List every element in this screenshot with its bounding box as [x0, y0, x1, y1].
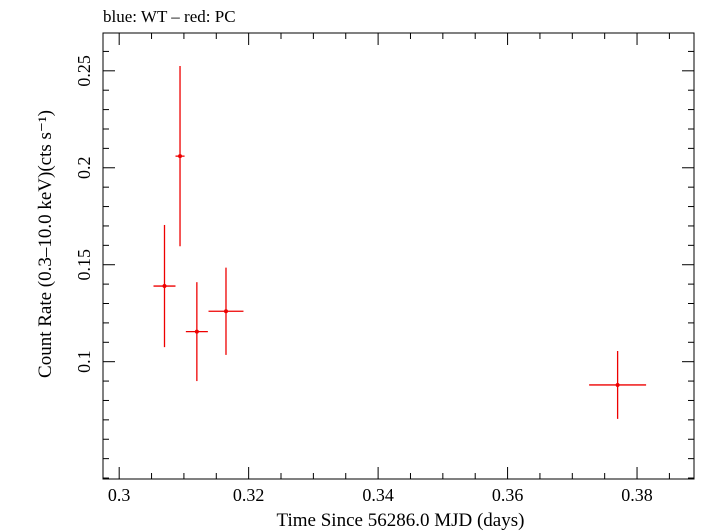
- y-tick-label: 0.2: [74, 157, 94, 180]
- data-point: [175, 65, 185, 247]
- data-marker: [162, 284, 167, 289]
- x-tick-label: 0.3: [108, 485, 131, 505]
- plot-frame: [102, 32, 695, 480]
- x-axis-label: Time Since 56286.0 MJD (days): [277, 510, 525, 531]
- x-axis: 0.3 0.32 0.34 0.36 0.38: [108, 33, 670, 505]
- y-axis: 0.1 0.15 0.2 0.25: [74, 50, 694, 479]
- data-series-pc: [153, 65, 647, 419]
- data-marker: [194, 329, 199, 334]
- data-point: [208, 267, 244, 355]
- x-tick-label: 0.36: [492, 485, 524, 505]
- data-marker: [178, 154, 183, 159]
- data-point: [589, 351, 647, 419]
- y-tick-label: 0.1: [74, 350, 94, 373]
- data-marker: [223, 309, 228, 314]
- y-axis-label: Count Rate (0.3–10.0 keV)(cts s⁻¹): [35, 110, 56, 378]
- x-tick-label: 0.32: [233, 485, 265, 505]
- chart-title: blue: WT – red: PC: [103, 7, 236, 26]
- x-tick-label: 0.34: [362, 485, 394, 505]
- data-point: [185, 282, 208, 382]
- y-tick-label: 0.25: [74, 55, 94, 87]
- data-point: [153, 224, 176, 348]
- y-tick-label: 0.15: [74, 249, 94, 281]
- x-tick-label: 0.38: [621, 485, 653, 505]
- data-marker: [615, 382, 620, 387]
